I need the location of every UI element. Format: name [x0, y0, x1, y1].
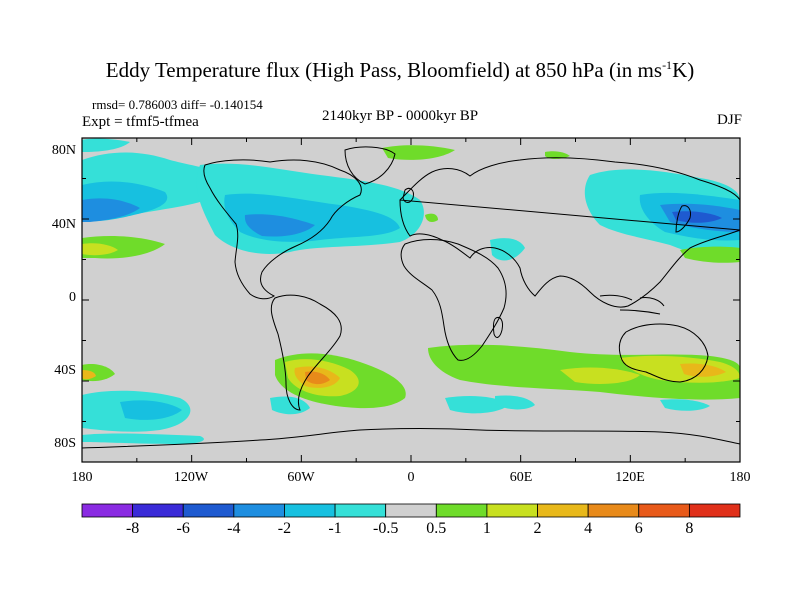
colorbar-label: -2	[277, 520, 292, 537]
anomaly-region	[82, 138, 130, 152]
coastline-south-america	[270, 294, 342, 411]
coastline-north-america	[203, 159, 362, 300]
anomaly-region	[672, 211, 722, 223]
anomaly-region	[82, 370, 96, 380]
colorbar-label: 2	[533, 520, 542, 537]
anomaly-region	[82, 433, 204, 444]
anomaly-region	[382, 145, 455, 160]
experiment-label: Expt = tfmf5-tfmea	[82, 114, 199, 130]
colorbar	[81, 503, 741, 518]
colorbar-label: 0.5	[426, 520, 447, 537]
colorbar-label: -8	[125, 520, 140, 537]
anomaly-region	[244, 214, 315, 237]
anomaly-region	[120, 400, 182, 420]
anomaly-fields	[82, 138, 740, 444]
colorbar-swatch	[81, 503, 134, 518]
coastline-africa	[400, 239, 507, 361]
colorbar-swatch	[537, 503, 589, 518]
coastline-australia	[618, 323, 709, 383]
lon-label: 0	[407, 470, 415, 485]
colorbar-label: 6	[634, 520, 643, 537]
colorbar-label: -6	[176, 520, 190, 537]
lon-label: 120W	[173, 470, 209, 485]
colorbar-label: 1	[482, 520, 491, 537]
colorbar-swatch	[334, 503, 387, 518]
anomaly-region	[82, 243, 118, 256]
anomaly-region	[660, 399, 710, 411]
coastline-indonesia	[599, 294, 665, 315]
plot-title: Eddy Temperature flux (High Pass, Bloomf…	[105, 58, 695, 82]
anomaly-region	[82, 198, 140, 222]
coastline-japan	[675, 205, 691, 233]
lat-label: 40N	[51, 217, 76, 232]
colorbar-swatch	[233, 503, 285, 518]
anomaly-region	[425, 213, 438, 223]
colorbar-label: 8	[685, 520, 694, 537]
colorbar-label: -1	[328, 520, 342, 537]
axis-ticks	[81, 137, 741, 463]
lon-label: 120E	[615, 470, 645, 485]
colorbar-swatch	[132, 503, 184, 518]
anomaly-region	[490, 238, 525, 261]
lat-label: 0	[69, 290, 76, 305]
anomaly-region	[680, 363, 726, 377]
anomaly-region	[495, 395, 535, 410]
lon-label: 60W	[287, 470, 315, 485]
colorbar-swatch	[486, 503, 538, 518]
lat-label: 80N	[51, 143, 76, 158]
colorbar-swatch	[587, 503, 640, 518]
lon-label: 60E	[509, 470, 533, 485]
lat-label: 80S	[54, 436, 76, 451]
period-label: 2140kyr BP - 0000kyr BP	[322, 108, 479, 124]
anomaly-region	[305, 371, 330, 385]
lon-label: 180	[71, 470, 93, 485]
colorbar-swatch	[638, 503, 690, 518]
coastline-antarctica	[81, 428, 741, 449]
colorbar-label: 4	[584, 520, 593, 537]
colorbar-swatch	[688, 503, 741, 518]
lon-label: 180	[729, 470, 751, 485]
coastline-greenland	[344, 146, 396, 185]
anomaly-region	[445, 396, 510, 414]
colorbar-label: -4	[227, 520, 241, 537]
stats-text: rmsd= 0.786003 diff= -0.140154	[92, 97, 263, 112]
coastline-uk	[402, 187, 414, 203]
anomaly-region	[545, 151, 570, 159]
colorbar-swatch	[182, 503, 235, 518]
colorbar-label: -0.5	[373, 520, 399, 537]
lat-label: 40S	[54, 363, 76, 378]
anomaly-region	[680, 246, 740, 263]
anomaly-region	[560, 367, 640, 384]
colorbar-swatch	[385, 503, 437, 518]
colorbar-swatch	[435, 503, 488, 518]
season-label: DJF	[716, 112, 742, 128]
coastline-madagascar	[492, 317, 503, 338]
colorbar-swatch	[284, 503, 336, 518]
coastlines	[81, 146, 741, 449]
